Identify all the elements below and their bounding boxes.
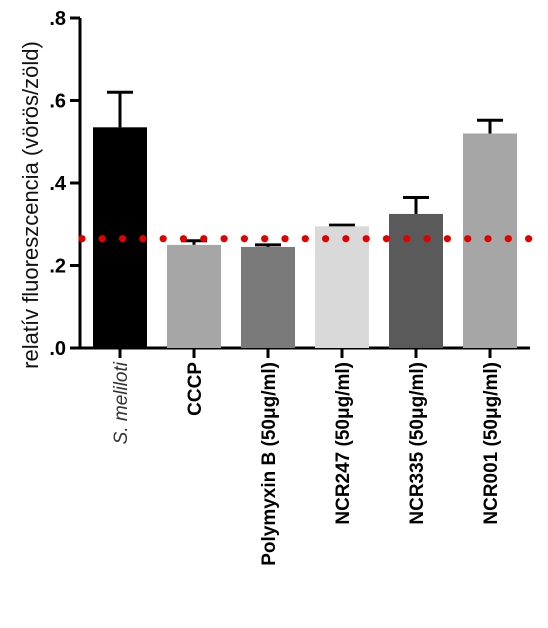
reference-dot [200, 235, 208, 243]
x-ticks: S. meliloti CCCP Polymyxin B (50μg/ml) NCR2… [111, 348, 502, 566]
bar [167, 244, 221, 348]
x-tick-label: S. meliloti [111, 361, 132, 444]
reference-dot [98, 235, 106, 243]
reference-dot [322, 235, 330, 243]
reference-dot [525, 235, 533, 243]
reference-dot [220, 235, 228, 243]
reference-dot [281, 235, 289, 243]
y-ticks: .0 .2 .4 .6 .8 [49, 8, 80, 360]
y-tick-label: .2 [49, 256, 66, 278]
reference-dot [484, 235, 492, 243]
y-tick-label: .8 [49, 8, 66, 30]
bar [389, 213, 443, 348]
reference-dot [403, 235, 411, 243]
reference-dot [362, 235, 370, 243]
x-tick-label: Polymyxin B (50μg/ml) [259, 362, 280, 566]
y-axis-label-group: relatív fluoreszcencia (vörös/zöld) [18, 41, 43, 369]
reference-dot [159, 235, 167, 243]
reference-dot [119, 235, 127, 243]
reference-dot [464, 235, 472, 243]
bar [241, 246, 295, 348]
reference-dot [342, 235, 350, 243]
reference-line [78, 235, 533, 243]
reference-dot [240, 235, 248, 243]
y-axis-label: relatív fluoreszcencia (vörös/zöld) [18, 41, 43, 369]
y-tick-label: .6 [49, 91, 66, 113]
y-tick-label: .0 [49, 338, 66, 360]
x-tick-label: CCCP [185, 362, 206, 416]
reference-dot [78, 235, 86, 243]
reference-dot [179, 235, 188, 243]
x-tick-label: NCR247 (50μg/ml) [333, 362, 354, 525]
reference-dot [382, 235, 391, 243]
reference-dot [504, 235, 512, 243]
error-bars [107, 90, 503, 247]
reference-dot [443, 235, 451, 243]
x-tick-label: NCR001 (50μg/ml) [481, 362, 502, 525]
bar [315, 226, 369, 348]
y-tick-label: .4 [49, 173, 67, 195]
x-tick-label: NCR335 (50μg/ml) [407, 362, 428, 525]
bars [93, 127, 517, 348]
reference-dot [261, 235, 269, 243]
reference-dot [423, 235, 431, 243]
reference-dot [139, 235, 147, 243]
reference-dot [301, 235, 309, 243]
